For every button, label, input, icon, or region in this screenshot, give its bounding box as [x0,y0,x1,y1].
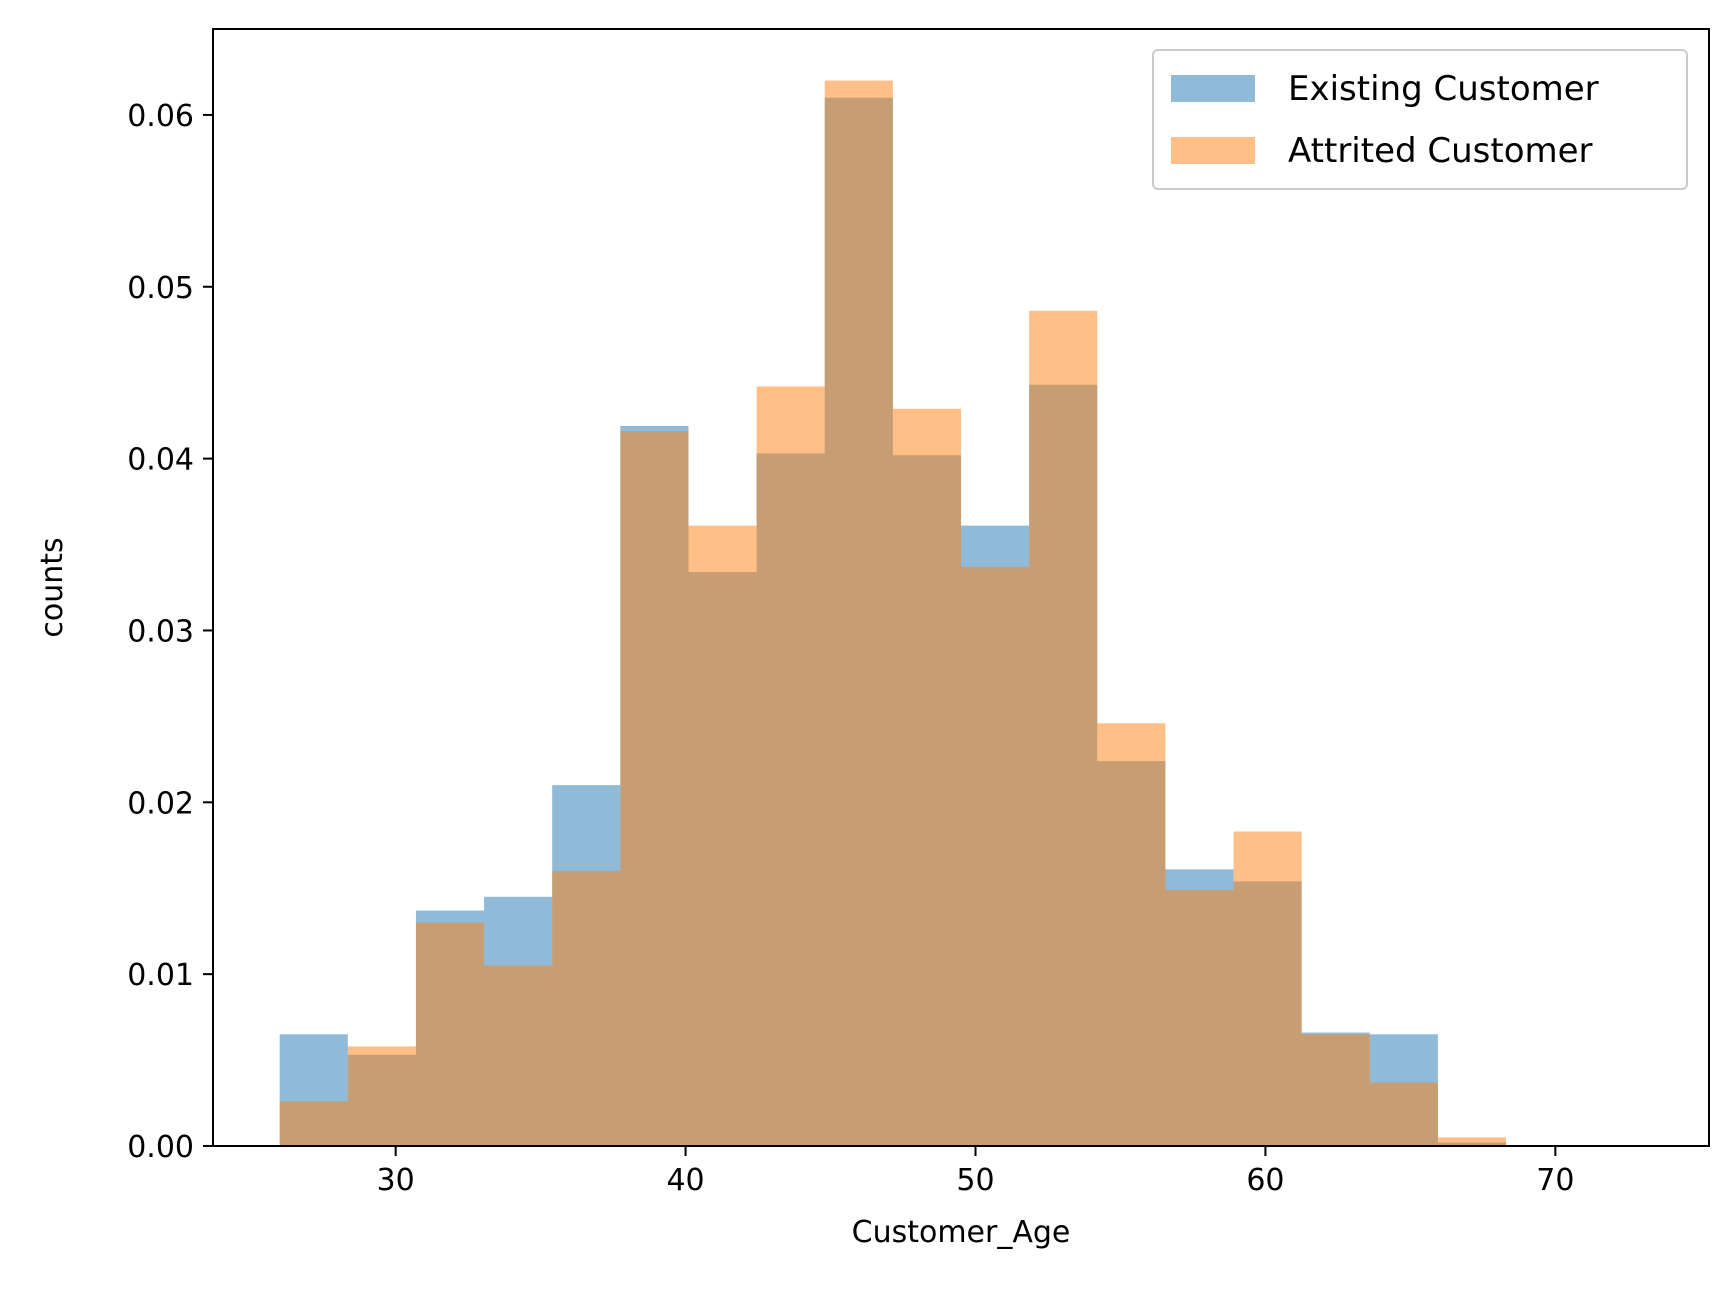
x-axis-label: Customer_Age [852,1215,1071,1250]
histogram-bar [279,1101,348,1146]
histogram-bar [756,386,825,1146]
histogram-bar [892,408,961,1146]
histogram-bars [279,80,1507,1147]
series-attrited-customer [279,80,1507,1147]
y-axis-label: counts [35,537,70,637]
histogram-bar [552,871,621,1146]
plot-frame [212,28,1710,1147]
histogram-bar [347,1046,416,1146]
histogram-bar [1165,889,1234,1146]
histogram-bar [1301,1034,1370,1146]
histogram-bar [1029,310,1098,1146]
y-tick-label: 0.00 [127,1130,194,1165]
y-tick-label: 0.02 [127,786,194,821]
y-tick-label: 0.03 [127,614,194,649]
legend-label: Attrited Customer [1288,131,1593,171]
legend: Existing Customer Attrited Customer [1152,49,1688,190]
x-tick-label: 30 [377,1163,415,1198]
x-tick-label: 70 [1536,1163,1574,1198]
histogram-bar [484,965,553,1146]
legend-label: Existing Customer [1288,69,1599,109]
legend-box [1152,49,1688,190]
legend-swatch [1171,137,1255,164]
histogram-bar [1437,1137,1507,1146]
histogram-bar [620,431,689,1146]
histogram-bar [1369,1082,1438,1146]
x-axis-ticks: 30 40 50 60 70 [377,1146,1574,1198]
y-axis-ticks: 0.00 0.01 0.02 0.03 0.04 0.05 0.06 [127,99,213,1165]
histogram-bar [961,566,1030,1146]
x-tick-label: 40 [666,1163,704,1198]
y-tick-label: 0.05 [127,271,194,306]
legend-swatch [1171,75,1255,102]
x-tick-label: 60 [1246,1163,1284,1198]
y-tick-label: 0.04 [127,443,194,478]
x-tick-label: 50 [956,1163,994,1198]
histogram-bar [1097,723,1166,1146]
histogram-bar [824,80,893,1147]
histogram-bar [1233,831,1302,1146]
y-tick-label: 0.01 [127,958,194,993]
histogram-bar [415,922,485,1146]
y-tick-label: 0.06 [127,99,194,134]
histogram-bar [688,525,757,1146]
